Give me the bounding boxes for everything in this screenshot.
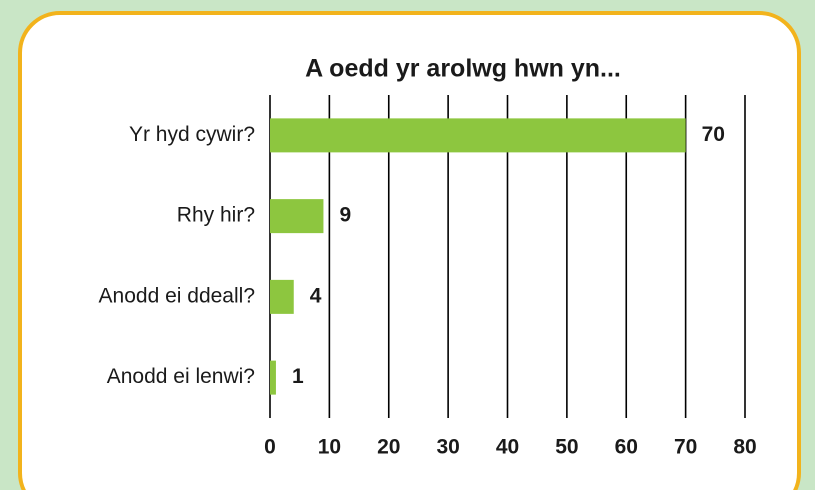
x-tick-label: 30 — [436, 436, 459, 459]
y-tick-label: Yr hyd cywir? — [129, 123, 255, 146]
chart-title: A oedd yr arolwg hwn yn... — [305, 55, 621, 83]
x-tick-label: 70 — [674, 436, 697, 459]
bar — [270, 360, 276, 395]
data-label: 70 — [702, 123, 725, 146]
x-tick-label: 0 — [264, 436, 276, 459]
bar — [270, 199, 324, 234]
data-label: 9 — [339, 204, 351, 227]
data-label: 1 — [292, 365, 304, 388]
x-tick-label: 80 — [733, 436, 756, 459]
data-label: 4 — [310, 284, 322, 307]
y-tick-label: Anodd ei lenwi? — [107, 365, 255, 388]
x-tick-label: 40 — [496, 436, 519, 459]
x-tick-label: 60 — [615, 436, 638, 459]
x-tick-label: 20 — [377, 436, 400, 459]
bar — [270, 118, 686, 153]
bar — [270, 279, 294, 314]
y-tick-label: Anodd ei ddeall? — [99, 284, 255, 307]
y-tick-label: Rhy hir? — [177, 204, 255, 227]
x-tick-label: 50 — [555, 436, 578, 459]
x-tick-label: 10 — [318, 436, 341, 459]
panel — [18, 11, 801, 490]
